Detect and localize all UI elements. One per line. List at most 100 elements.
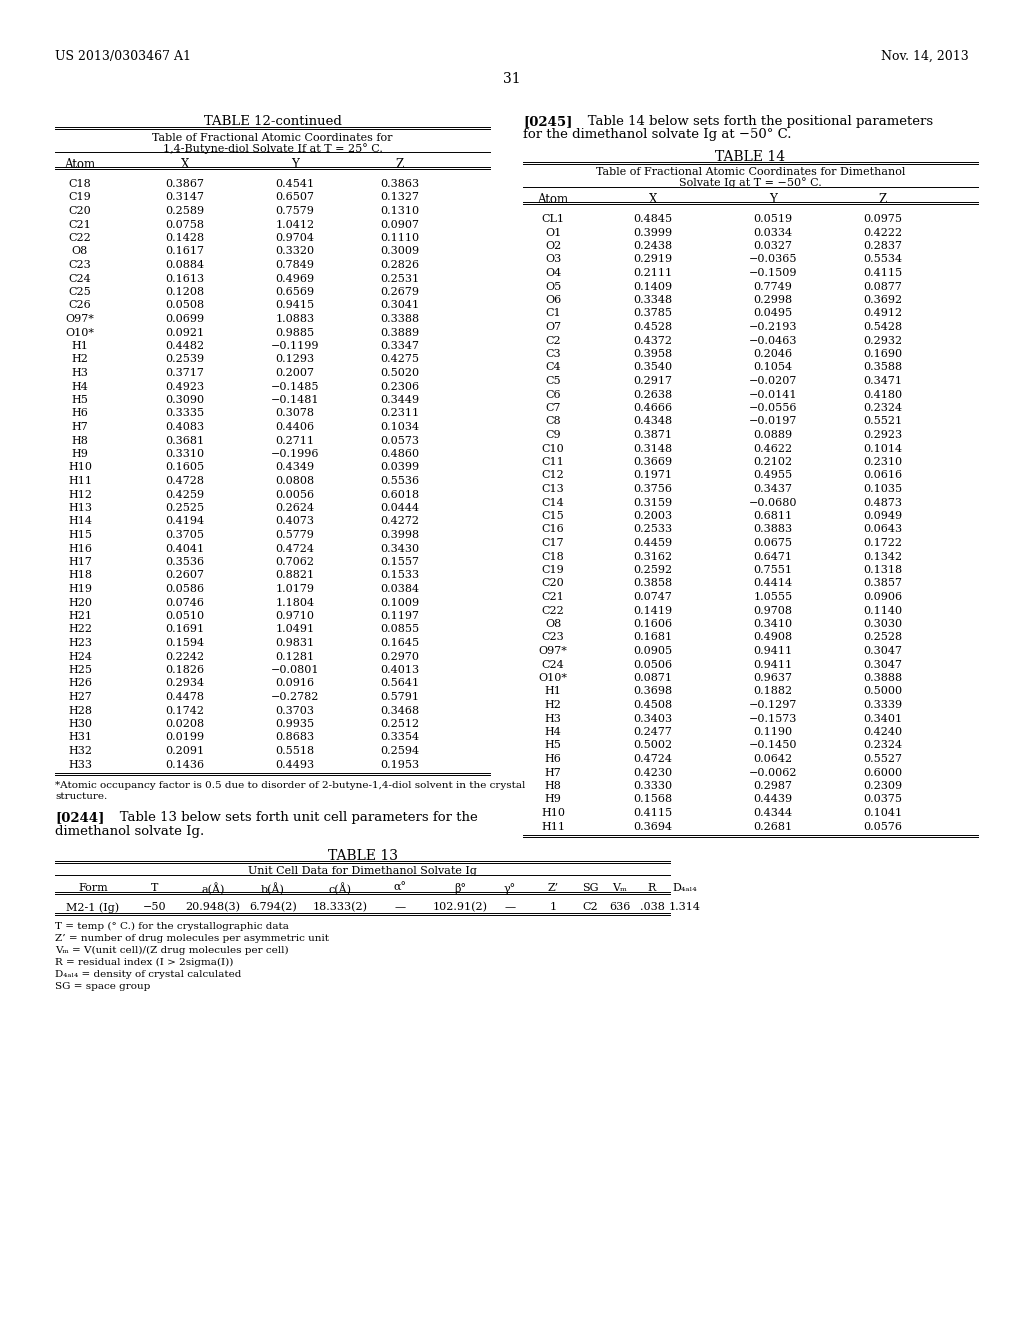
Text: 0.4259: 0.4259 <box>166 490 205 499</box>
Text: 0.1691: 0.1691 <box>166 624 205 635</box>
Text: 0.3354: 0.3354 <box>381 733 420 742</box>
Text: O97*: O97* <box>66 314 94 323</box>
Text: 0.4845: 0.4845 <box>634 214 673 224</box>
Text: 0.3871: 0.3871 <box>634 430 673 440</box>
Text: 0.3756: 0.3756 <box>634 484 673 494</box>
Text: 0.4724: 0.4724 <box>275 544 314 553</box>
Text: Unit Cell Data for Dimethanol Solvate Ig: Unit Cell Data for Dimethanol Solvate Ig <box>248 866 477 876</box>
Text: 0.2477: 0.2477 <box>634 727 673 737</box>
Text: 0.4230: 0.4230 <box>634 767 673 777</box>
Text: 0.0916: 0.0916 <box>275 678 314 689</box>
Text: 0.4478: 0.4478 <box>166 692 205 702</box>
Text: 0.0573: 0.0573 <box>381 436 420 446</box>
Text: 0.4115: 0.4115 <box>863 268 902 279</box>
Text: 1.0883: 1.0883 <box>275 314 314 323</box>
Text: 0.0519: 0.0519 <box>754 214 793 224</box>
Text: 0.0334: 0.0334 <box>754 227 793 238</box>
Text: 0.2594: 0.2594 <box>381 746 420 756</box>
Text: H27: H27 <box>68 692 92 702</box>
Text: O8: O8 <box>545 619 561 630</box>
Text: 0.3162: 0.3162 <box>634 552 673 561</box>
Text: Atom: Atom <box>65 158 95 172</box>
Text: 0.3858: 0.3858 <box>634 578 673 589</box>
Text: 0.1953: 0.1953 <box>381 759 420 770</box>
Text: 0.3958: 0.3958 <box>634 348 673 359</box>
Text: 0.1140: 0.1140 <box>863 606 902 615</box>
Text: 0.4622: 0.4622 <box>754 444 793 454</box>
Text: H10: H10 <box>68 462 92 473</box>
Text: 0.6018: 0.6018 <box>381 490 420 499</box>
Text: 0.0444: 0.0444 <box>381 503 420 513</box>
Text: 0.4349: 0.4349 <box>275 462 314 473</box>
Text: 0.0907: 0.0907 <box>381 219 420 230</box>
Text: −0.1509: −0.1509 <box>749 268 798 279</box>
Text: 0.3147: 0.3147 <box>166 193 205 202</box>
Text: 0.7579: 0.7579 <box>275 206 314 216</box>
Text: 0.1009: 0.1009 <box>381 598 420 607</box>
Text: 0.2711: 0.2711 <box>275 436 314 446</box>
Text: 0.6811: 0.6811 <box>754 511 793 521</box>
Text: H12: H12 <box>68 490 92 499</box>
Text: 0.3998: 0.3998 <box>381 531 420 540</box>
Text: 0.1190: 0.1190 <box>754 727 793 737</box>
Text: C22: C22 <box>69 234 91 243</box>
Text: Table 14 below sets forth the positional parameters: Table 14 below sets forth the positional… <box>575 115 933 128</box>
Text: Z: Z <box>396 158 404 172</box>
Text: O97*: O97* <box>539 645 567 656</box>
Text: [0245]: [0245] <box>523 115 572 128</box>
Text: H32: H32 <box>68 746 92 756</box>
Text: 0.5791: 0.5791 <box>381 692 420 702</box>
Text: α°: α° <box>393 883 407 894</box>
Text: 0.0889: 0.0889 <box>754 430 793 440</box>
Text: 0.1613: 0.1613 <box>166 273 205 284</box>
Text: 0.0495: 0.0495 <box>754 309 793 318</box>
Text: O5: O5 <box>545 281 561 292</box>
Text: C14: C14 <box>542 498 564 507</box>
Text: 0.5020: 0.5020 <box>381 368 420 378</box>
Text: 0.0506: 0.0506 <box>634 660 673 669</box>
Text: O6: O6 <box>545 294 561 305</box>
Text: C18: C18 <box>69 180 91 189</box>
Text: 0.1041: 0.1041 <box>863 808 902 818</box>
Text: 0.2533: 0.2533 <box>634 524 673 535</box>
Text: H26: H26 <box>68 678 92 689</box>
Text: 0.2919: 0.2919 <box>634 255 673 264</box>
Text: 0.3705: 0.3705 <box>166 531 205 540</box>
Text: 0.3335: 0.3335 <box>166 408 205 418</box>
Text: 0.3703: 0.3703 <box>275 705 314 715</box>
Text: 0.0384: 0.0384 <box>381 583 420 594</box>
Text: O3: O3 <box>545 255 561 264</box>
Text: 1.314: 1.314 <box>669 902 701 912</box>
Text: 0.1428: 0.1428 <box>166 234 205 243</box>
Text: 0.3883: 0.3883 <box>754 524 793 535</box>
Text: −0.1450: −0.1450 <box>749 741 798 751</box>
Text: 0.4860: 0.4860 <box>381 449 420 459</box>
Text: 0.4240: 0.4240 <box>863 727 902 737</box>
Text: 0.0199: 0.0199 <box>166 733 205 742</box>
Text: C2: C2 <box>545 335 561 346</box>
Text: 0.7062: 0.7062 <box>275 557 314 568</box>
Text: 0.2837: 0.2837 <box>863 242 902 251</box>
Text: C10: C10 <box>542 444 564 454</box>
Text: 0.3867: 0.3867 <box>166 180 205 189</box>
Text: 0.0508: 0.0508 <box>166 301 205 310</box>
Text: H16: H16 <box>68 544 92 553</box>
Text: 0.3410: 0.3410 <box>754 619 793 630</box>
Text: 0.2589: 0.2589 <box>166 206 205 216</box>
Text: 0.2091: 0.2091 <box>166 746 205 756</box>
Text: 0.9710: 0.9710 <box>275 611 314 620</box>
Text: 0.1826: 0.1826 <box>166 665 205 675</box>
Text: 0.3403: 0.3403 <box>634 714 673 723</box>
Text: 0.5779: 0.5779 <box>275 531 314 540</box>
Text: 0.3449: 0.3449 <box>381 395 420 405</box>
Text: 0.0808: 0.0808 <box>275 477 314 486</box>
Text: 0.2310: 0.2310 <box>863 457 902 467</box>
Text: C20: C20 <box>69 206 91 216</box>
Text: 0.3090: 0.3090 <box>166 395 205 405</box>
Text: −0.0062: −0.0062 <box>749 767 798 777</box>
Text: 0.3468: 0.3468 <box>381 705 420 715</box>
Text: C16: C16 <box>542 524 564 535</box>
Text: Y: Y <box>769 193 777 206</box>
Text: H3: H3 <box>72 368 88 378</box>
Text: −0.0141: −0.0141 <box>749 389 798 400</box>
